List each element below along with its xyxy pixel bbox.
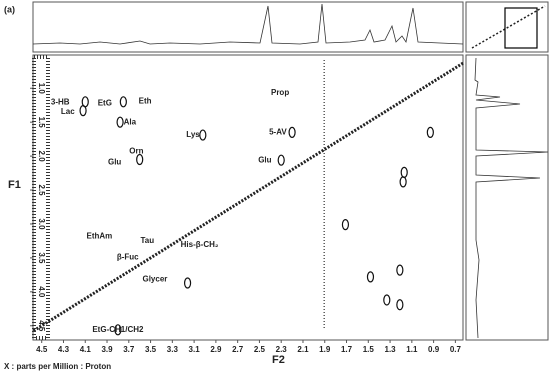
annotation: Glu	[258, 155, 271, 164]
annotation: EtG-CH1/CH2	[92, 325, 144, 334]
annotation: Glu	[108, 157, 121, 166]
footnote: X : parts per Million : Proton	[4, 362, 111, 371]
cross-peak	[383, 294, 391, 306]
cross-peak	[183, 277, 192, 289]
annotation: Tau	[140, 236, 154, 245]
cross-peak	[277, 154, 285, 166]
cross-peak	[366, 271, 375, 283]
x-tick-label: 1.1	[406, 345, 418, 354]
annotation: 3-HB	[51, 98, 70, 107]
x-tick-label: 3.1	[189, 345, 201, 354]
x-tick-label: 4.3	[58, 345, 70, 354]
y-tick-label: 2.0	[37, 151, 46, 163]
x-tick-label: 4.5	[36, 345, 48, 354]
noise-band	[32, 55, 50, 340]
y-tick-label: 4.0	[37, 286, 46, 298]
annotation: 5-AV	[269, 127, 287, 136]
right-projection	[474, 57, 549, 339]
y-tick-label: 3.0	[37, 218, 46, 230]
y-tick-label: 3.5	[37, 252, 46, 264]
cross-peak	[426, 126, 434, 138]
inset-diagonal	[471, 5, 546, 49]
cross-peak	[396, 299, 404, 311]
x-tick-label: 3.3	[167, 345, 179, 354]
panel-label: (a)	[4, 4, 15, 14]
cross-peak	[114, 324, 122, 336]
cross-peak	[199, 129, 207, 141]
annotation: Orn	[129, 146, 143, 155]
x-tick-label: 3.7	[123, 345, 135, 354]
plot-frame	[32, 54, 464, 341]
x-tick-label: 3.5	[145, 345, 157, 354]
annotation: EtG	[98, 98, 112, 107]
cross-peak	[399, 176, 407, 188]
x-tick-label: 3.9	[101, 345, 113, 354]
cross-peak	[341, 219, 350, 231]
right-projection-frame	[465, 54, 549, 341]
annotation: His-β-CH₂	[181, 240, 219, 249]
x-tick-label: 1.7	[341, 345, 353, 354]
y-tick-label: 1.0	[37, 83, 46, 95]
diagonal	[32, 61, 464, 333]
cross-peak	[116, 116, 124, 128]
x-axis-label: F2	[272, 354, 285, 366]
annotation: Lac	[61, 107, 75, 116]
annotation: Ala	[124, 117, 137, 126]
x-tick-label: 2.3	[276, 345, 288, 354]
annotation: β-Fuc	[117, 252, 139, 261]
x-tick-label: 2.7	[232, 345, 244, 354]
y-tick-label: 2.5	[37, 184, 46, 196]
cross-peak	[288, 126, 296, 138]
annotation: Eth	[139, 96, 152, 105]
annotation: Prop	[271, 88, 289, 97]
x-tick-label: 1.3	[385, 345, 397, 354]
x-tick-label: 0.7	[450, 345, 462, 354]
top-projection	[32, 3, 464, 45]
y-tick-label: 4.5	[37, 320, 46, 332]
cross-peak	[396, 264, 404, 276]
x-tick-label: 1.9	[319, 345, 331, 354]
cross-peak	[119, 96, 127, 108]
cross-peak	[136, 153, 144, 166]
annotation: EthAm	[87, 231, 113, 240]
x-tick-label: 1.5	[363, 345, 375, 354]
y-axis-label: F1	[8, 179, 21, 191]
annotation: Lys	[186, 130, 200, 139]
inset-zoom	[504, 7, 538, 49]
x-tick-label: 4.1	[80, 345, 92, 354]
x-tick-label: 2.5	[254, 345, 266, 354]
annotation: Glycer	[142, 275, 167, 284]
top-projection-frame	[32, 1, 464, 53]
x-tick-label: 0.9	[428, 345, 440, 354]
inset-frame	[465, 1, 549, 53]
cross-peak	[79, 105, 87, 117]
x-tick-label: 2.9	[210, 345, 222, 354]
cross-peak	[400, 166, 408, 178]
x-tick-label: 2.1	[297, 345, 309, 354]
y-tick-label: 1.5	[37, 117, 46, 129]
